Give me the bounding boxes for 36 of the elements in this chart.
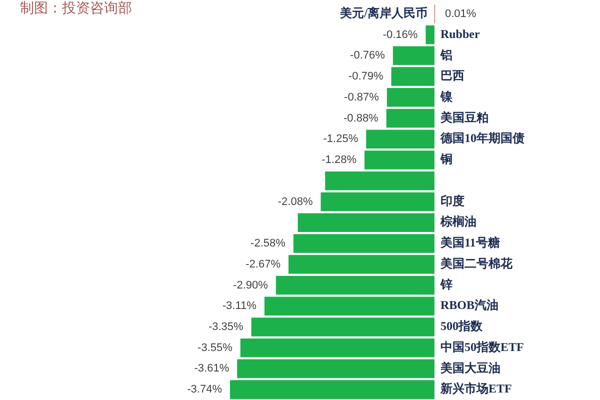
data-label: -3.55% — [198, 342, 233, 354]
data-label: -3.35% — [208, 320, 244, 333]
y-tick-label: 印度 — [440, 194, 464, 208]
y-tick-label: Rubber — [440, 26, 480, 41]
data-label: -1.28% — [322, 154, 357, 166]
y-tick-label: 德国10年期国债 — [439, 131, 524, 146]
y-tick-label: 新兴市场ETF — [439, 382, 512, 396]
data-label: -0.87% — [344, 91, 380, 104]
y-tick-label: 美国二号棉花 — [439, 256, 514, 270]
data-label: -3.11% — [222, 300, 257, 312]
y-tick-label: 棕榈油 — [439, 214, 476, 229]
y-tick-label: 美元/离岸人民币 — [339, 6, 428, 20]
data-label: -3.61% — [194, 362, 230, 375]
data-label: -2.08% — [278, 196, 313, 208]
data-label: -3.74% — [187, 384, 222, 396]
data-label: -1.25% — [323, 133, 358, 146]
y-tick-label: 镍 — [439, 90, 454, 104]
y-tick-label: 锌 — [439, 277, 452, 292]
text: 制图：投资咨询部 — [20, 0, 132, 17]
y-tick-label: 美国豆粕 — [439, 110, 488, 124]
y-tick-label: 美国11号糖 — [439, 236, 500, 250]
y-tick-label: RBOB汽油 — [440, 298, 498, 312]
y-tick-label: 美国大豆油 — [439, 360, 500, 375]
data-label: 0.01% — [445, 8, 476, 20]
data-label: -0.79% — [348, 70, 384, 83]
data-label: -2.90% — [233, 279, 268, 292]
y-tick-label: 500指数 — [440, 319, 484, 334]
data-label: -2.67% — [246, 258, 281, 270]
data-label: -0.88% — [343, 112, 379, 124]
y-tick-label: 铝 — [439, 48, 452, 62]
data-label: -0.76% — [350, 50, 386, 62]
data-label: -0.16% — [382, 28, 418, 41]
y-tick-label: 铜 — [439, 152, 452, 166]
data-label: -2.58% — [250, 238, 286, 250]
y-tick-label: 中国50指数ETF — [440, 340, 524, 354]
y-tick-label: 巴西 — [440, 68, 464, 83]
